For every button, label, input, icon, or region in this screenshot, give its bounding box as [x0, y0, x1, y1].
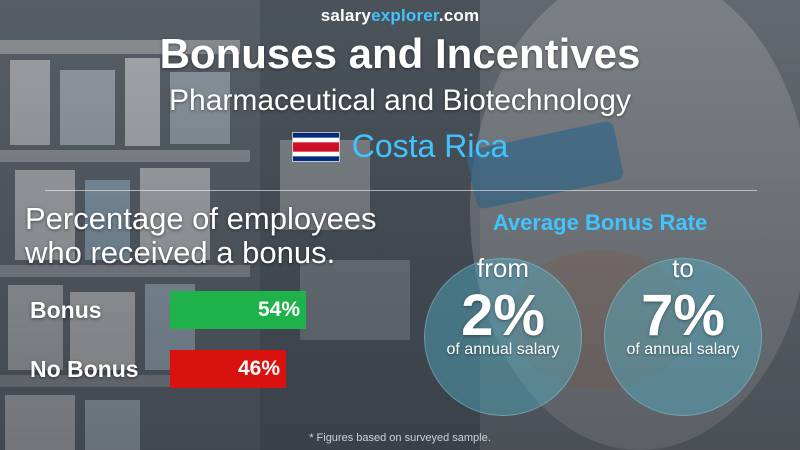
footnote: * Figures based on surveyed sample. [309, 432, 491, 444]
from-sub-label: of annual salary [446, 341, 560, 358]
bar-bonus: 54% [170, 291, 306, 329]
to-word: to [672, 253, 694, 283]
page-title: Bonuses and Incentives [159, 30, 641, 77]
costa-rica-flag-icon [291, 131, 340, 162]
percentage-heading: Percentage of employees who received a b… [25, 202, 425, 270]
percentage-heading-line1: Percentage of employees [25, 201, 377, 236]
from-circle [424, 258, 582, 416]
bar-label-bonus: Bonus [30, 297, 102, 323]
brand-part-domain: .com [438, 6, 480, 25]
to-value: 7% [641, 283, 725, 348]
brand-part-salary: salary [320, 6, 372, 25]
bar-no-bonus: 46% [170, 350, 286, 388]
section-divider [45, 190, 757, 191]
brand-logo: salaryexplorer.com [0, 6, 800, 26]
average-bonus-heading: Average Bonus Rate [492, 210, 708, 235]
page-subtitle: Pharmaceutical and Biotechnology [169, 84, 631, 117]
bar-value-label: 54% [257, 298, 300, 321]
percentage-heading-line2: who received a bonus. [25, 235, 336, 270]
brand-part-explorer: explorer [371, 6, 439, 25]
from-word: from [477, 253, 529, 283]
bar-label-no-bonus: No Bonus [30, 356, 139, 382]
country-name: Costa Rica [351, 128, 509, 164]
to-circle [604, 258, 762, 416]
to-sub-label: of annual salary [626, 341, 740, 358]
from-value: 2% [461, 283, 545, 348]
country-row: Costa Rica [0, 128, 800, 165]
bar-value-label: 46% [237, 357, 280, 380]
